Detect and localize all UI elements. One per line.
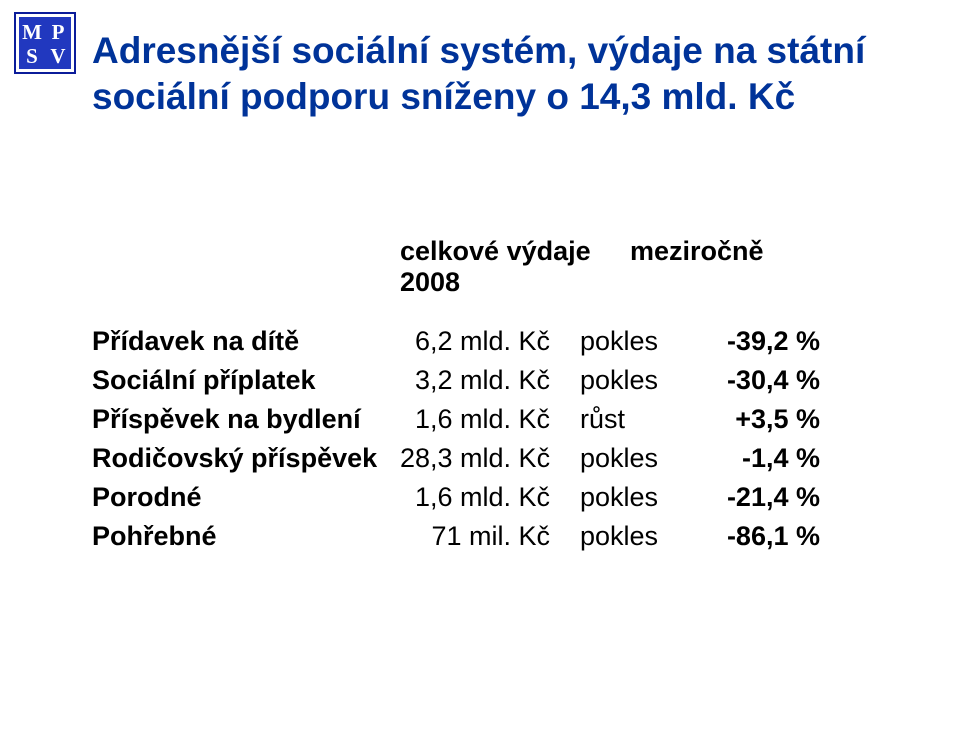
slide: M P S V Adresnější sociální systém, výda…: [0, 0, 960, 756]
row-label: Rodičovský příspěvek: [92, 443, 400, 474]
slide-title: Adresnější sociální systém, výdaje na st…: [92, 28, 940, 121]
header-change: meziročně: [630, 236, 830, 267]
row-value: 28,3 mld. Kč: [400, 443, 550, 474]
row-pct: -39,2 %: [700, 326, 820, 357]
row-direction: pokles: [550, 482, 700, 513]
mpsv-logo: M P S V: [14, 12, 76, 74]
data-table: celkové výdaje 2008 meziročně Přídavek n…: [92, 236, 830, 560]
row-label: Sociální příplatek: [92, 365, 400, 396]
row-pct: -86,1 %: [700, 521, 820, 552]
row-direction: růst: [550, 404, 700, 435]
logo-letter-p: P: [52, 20, 65, 44]
header-expenditure: celkové výdaje 2008: [400, 236, 630, 298]
row-direction: pokles: [550, 365, 700, 396]
logo-letter-m: M: [22, 20, 42, 44]
table-row: Příspěvek na bydlení 1,6 mld. Kč růst +3…: [92, 404, 830, 435]
title-line-2: sociální podporu sníženy o 14,3 mld. Kč: [92, 76, 795, 117]
row-pct: -30,4 %: [700, 365, 820, 396]
row-value: 6,2 mld. Kč: [400, 326, 550, 357]
row-direction: pokles: [550, 521, 700, 552]
row-value: 71 mil. Kč: [400, 521, 550, 552]
logo-letter-v: V: [50, 44, 65, 68]
table-row: Pohřebné 71 mil. Kč pokles -86,1 %: [92, 521, 830, 552]
row-value: 1,6 mld. Kč: [400, 404, 550, 435]
row-pct: -21,4 %: [700, 482, 820, 513]
row-label: Přídavek na dítě: [92, 326, 400, 357]
row-label: Porodné: [92, 482, 400, 513]
row-direction: pokles: [550, 326, 700, 357]
table-row: Přídavek na dítě 6,2 mld. Kč pokles -39,…: [92, 326, 830, 357]
row-label: Pohřebné: [92, 521, 400, 552]
row-pct: -1,4 %: [700, 443, 820, 474]
row-value: 3,2 mld. Kč: [400, 365, 550, 396]
row-direction: pokles: [550, 443, 700, 474]
row-value: 1,6 mld. Kč: [400, 482, 550, 513]
table-header: celkové výdaje 2008 meziročně: [92, 236, 830, 298]
row-pct: +3,5 %: [700, 404, 820, 435]
table-row: Rodičovský příspěvek 28,3 mld. Kč pokles…: [92, 443, 830, 474]
table-row: Sociální příplatek 3,2 mld. Kč pokles -3…: [92, 365, 830, 396]
title-line-1: Adresnější sociální systém, výdaje na st…: [92, 30, 865, 71]
table-row: Porodné 1,6 mld. Kč pokles -21,4 %: [92, 482, 830, 513]
row-label: Příspěvek na bydlení: [92, 404, 400, 435]
logo-letter-s: S: [26, 44, 38, 68]
